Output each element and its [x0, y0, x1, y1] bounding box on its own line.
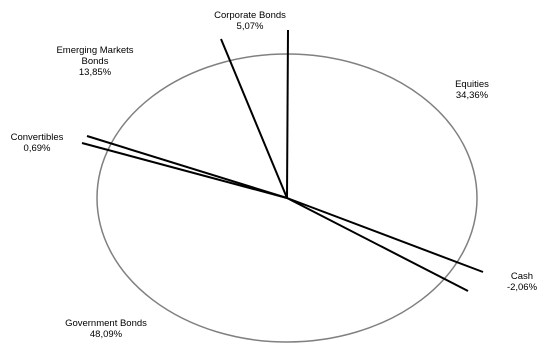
slice-name-label: Bonds [82, 56, 109, 67]
slice-labels: Equities 34,36% Cash -2,06% Government Bonds… [11, 10, 537, 340]
slice-boundary-line [86, 135, 288, 199]
slice-label: Convertibles 0,69% [11, 132, 64, 154]
slice-boundary-line [286, 197, 484, 273]
slice-name-label: Cash [511, 271, 533, 282]
slice-label: Cash -2,06% [507, 271, 537, 293]
slice-label: Equities 34,36% [455, 79, 489, 101]
slice-boundary-line [286, 29, 289, 199]
slice-value-label: -2,06% [507, 282, 537, 293]
slice-name-label: Equities [455, 79, 489, 90]
slice-name-label: Government Bonds [65, 318, 147, 329]
slice-name-label: Convertibles [11, 132, 64, 143]
slice-boundary-line [81, 142, 288, 199]
slice-boundaries [81, 29, 484, 292]
slice-label: Corporate Bonds 5,07% [214, 10, 286, 32]
slice-boundary-line [220, 38, 288, 199]
slice-value-label: 0,69% [24, 143, 51, 154]
slice-boundary-line [286, 197, 469, 292]
slice-value-label: 5,07% [237, 21, 264, 32]
slice-value-label: 48,09% [90, 329, 123, 340]
slice-value-label: 13,85% [79, 67, 112, 78]
slice-label: Government Bonds 48,09% [65, 318, 147, 340]
slice-name-label: Corporate Bonds [214, 10, 286, 21]
slice-name-label: Emerging Markets [56, 45, 133, 56]
slice-label: Emerging Markets Bonds 13,85% [56, 45, 133, 78]
slice-value-label: 34,36% [456, 90, 489, 101]
